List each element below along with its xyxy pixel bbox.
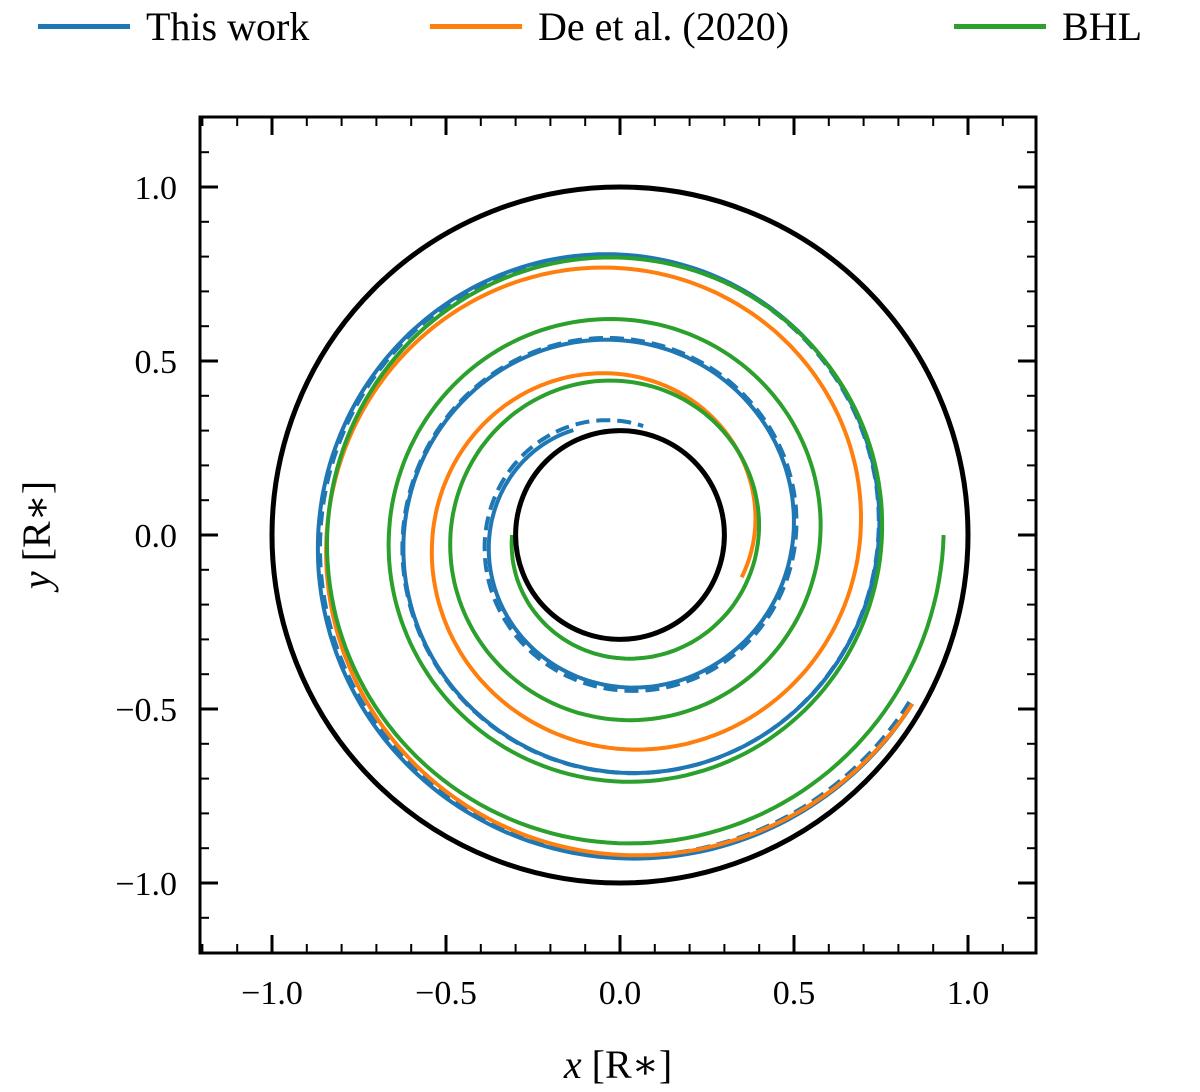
x-tick-label: −1.0 (241, 975, 303, 1012)
y-tick-label: 0.5 (135, 344, 178, 381)
legend-label: De et al. (2020) (538, 3, 790, 49)
x-tick-label: 1.0 (947, 975, 990, 1012)
legend-swatch-green (954, 23, 1046, 29)
reference-circles (269, 184, 971, 886)
legend: This work De et al. (2020) BHL (0, 0, 1200, 56)
x-tick-label: 0.0 (599, 975, 642, 1012)
y-tick-label: 0.0 (135, 518, 178, 555)
curves (315, 252, 946, 861)
reference-circle (269, 184, 971, 886)
series-de-et-al-2020- (324, 265, 914, 858)
legend-swatch-orange (430, 23, 522, 29)
legend-item-this-work: This work (38, 3, 310, 49)
x-axis-label: x [R∗] (563, 1042, 672, 1087)
x-tick-label: 0.5 (773, 975, 816, 1012)
y-axis-label: y[R∗] (14, 481, 59, 593)
reference-circle (513, 428, 727, 642)
x-tick-label: −0.5 (415, 975, 477, 1012)
legend-item-bhl: BHL (954, 3, 1142, 49)
legend-item-de-et-al: De et al. (2020) (430, 3, 790, 49)
axes-frame (198, 115, 1038, 955)
series-bhl (324, 255, 946, 846)
y-tick-label: 1.0 (135, 170, 178, 207)
y-tick-label: −1.0 (115, 866, 177, 903)
y-tick-labels: 1.0 0.5 0.0 −0.5 −1.0 (115, 170, 177, 903)
legend-label: This work (146, 3, 310, 49)
legend-label: BHL (1062, 3, 1142, 49)
y-tick-label: −0.5 (115, 692, 177, 729)
series-this-work-dashed- (317, 253, 911, 858)
legend-swatch-blue (38, 23, 130, 29)
x-tick-labels: −1.0 −0.5 0.0 0.5 1.0 (241, 975, 989, 1012)
